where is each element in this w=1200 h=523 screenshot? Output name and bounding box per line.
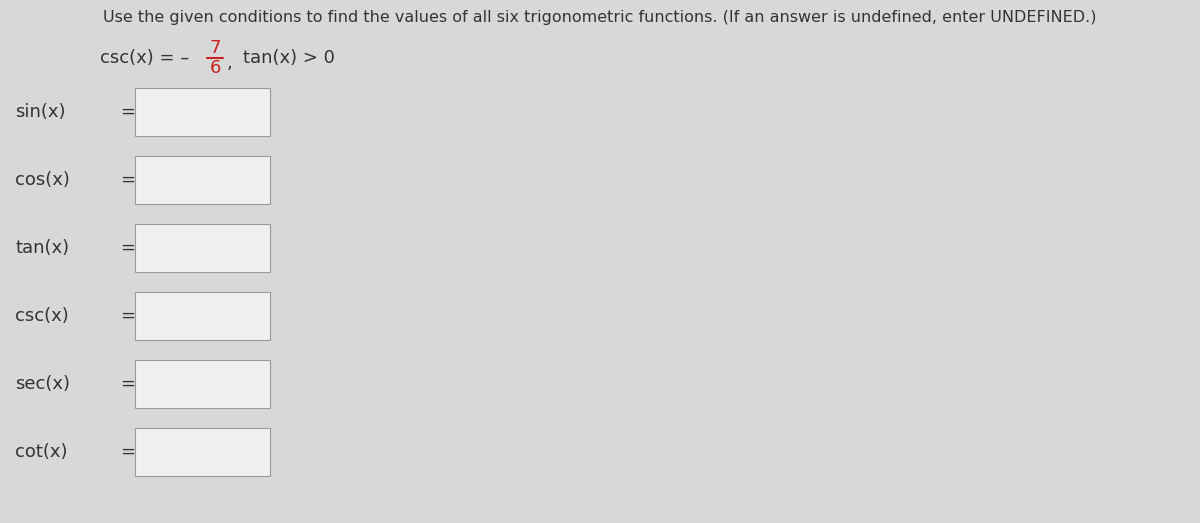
Text: =: =	[120, 375, 134, 393]
Text: =: =	[120, 443, 134, 461]
Text: 7: 7	[209, 39, 221, 57]
Text: =: =	[120, 307, 134, 325]
Text: csc(x): csc(x)	[14, 307, 68, 325]
Text: =: =	[120, 171, 134, 189]
FancyBboxPatch shape	[134, 156, 270, 204]
Text: =: =	[120, 103, 134, 121]
Text: tan(x): tan(x)	[14, 239, 70, 257]
FancyBboxPatch shape	[134, 292, 270, 340]
Text: Use the given conditions to find the values of all six trigonometric functions. : Use the given conditions to find the val…	[103, 10, 1097, 25]
Text: sin(x): sin(x)	[14, 103, 66, 121]
Text: cos(x): cos(x)	[14, 171, 70, 189]
Text: csc(x) = –: csc(x) = –	[100, 49, 194, 67]
Text: cot(x): cot(x)	[14, 443, 67, 461]
Text: 6: 6	[209, 59, 221, 77]
Text: tan(x) > 0: tan(x) > 0	[242, 49, 335, 67]
Text: =: =	[120, 239, 134, 257]
Text: sec(x): sec(x)	[14, 375, 70, 393]
FancyBboxPatch shape	[134, 360, 270, 408]
FancyBboxPatch shape	[134, 224, 270, 272]
FancyBboxPatch shape	[134, 88, 270, 136]
FancyBboxPatch shape	[134, 428, 270, 476]
Text: ,: ,	[227, 54, 233, 72]
